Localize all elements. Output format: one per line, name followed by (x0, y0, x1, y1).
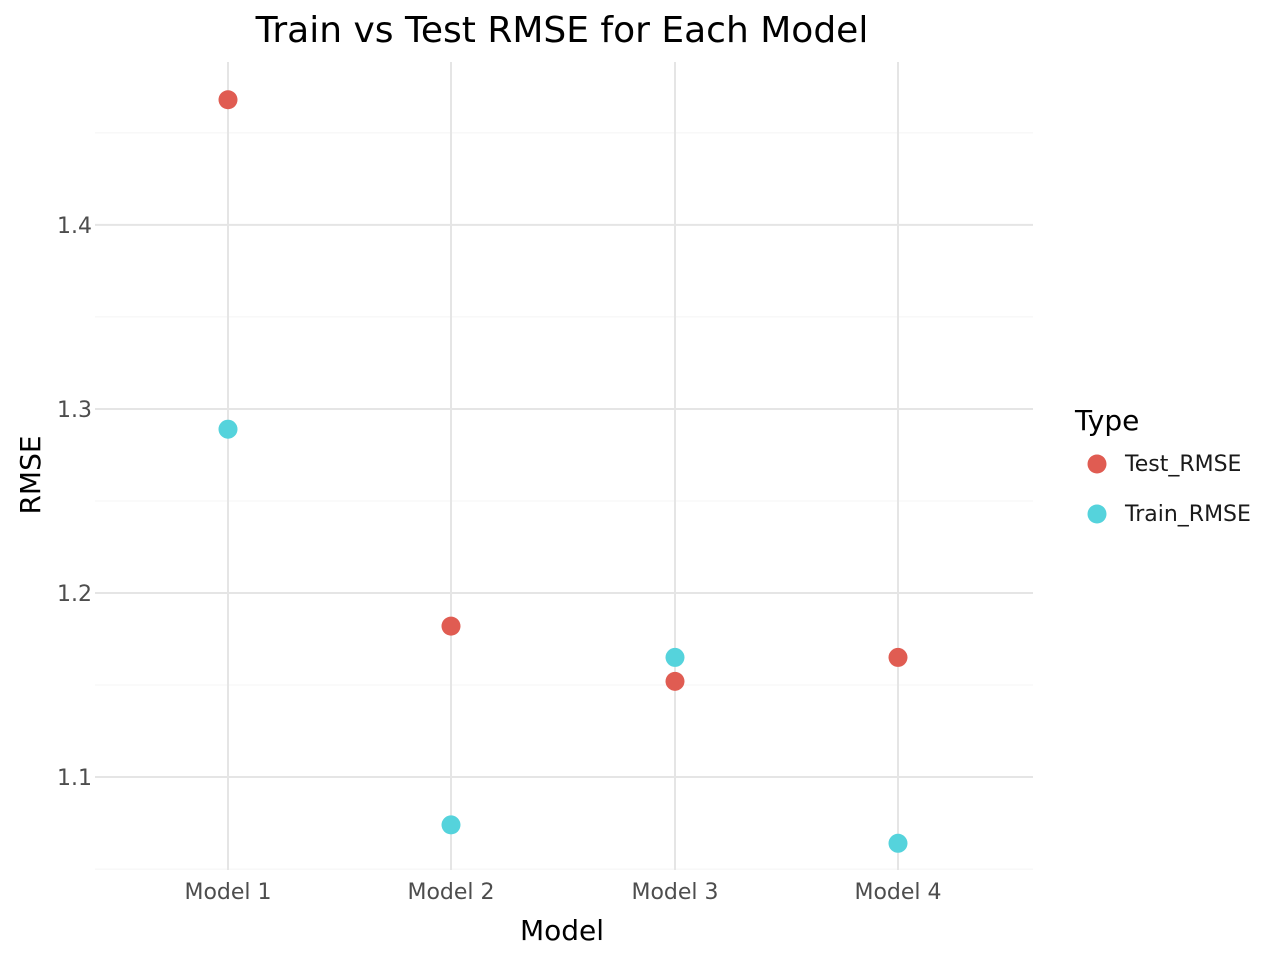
y-tick-label: 1.3 (57, 398, 92, 423)
data-point-test-rmse (218, 90, 238, 110)
x-tick-label: Model 3 (631, 880, 718, 905)
data-point-test-rmse (441, 616, 461, 636)
legend-items: Test_RMSE Train_RMSE (1087, 452, 1251, 527)
minor-gridlines (95, 132, 1033, 870)
legend-label: Test_RMSE (1124, 452, 1241, 477)
y-axis-ticks: 1.1 1.2 1.3 1.4 (57, 214, 92, 791)
legend-key-test-rmse (1087, 454, 1107, 474)
chart-title: Train vs Test RMSE for Each Model (255, 10, 869, 51)
data-points (218, 90, 908, 853)
legend-title: Type (1074, 404, 1139, 437)
legend: Type Test_RMSE Train_RMSE (1074, 404, 1251, 527)
x-axis-ticks: Model 1 Model 2 Model 3 Model 4 (184, 880, 941, 905)
data-point-train-rmse (665, 647, 685, 667)
major-gridlines (95, 62, 1033, 870)
legend-key-train-rmse (1087, 504, 1107, 524)
y-axis-title: RMSE (14, 435, 47, 514)
legend-label: Train_RMSE (1124, 502, 1251, 527)
x-axis-title: Model (520, 914, 604, 947)
data-point-test-rmse (888, 647, 908, 667)
y-tick-label: 1.1 (57, 766, 92, 791)
x-tick-label: Model 2 (407, 880, 494, 905)
data-point-train-rmse (441, 815, 461, 835)
data-point-train-rmse (218, 419, 238, 439)
x-tick-label: Model 4 (854, 880, 941, 905)
y-tick-label: 1.2 (57, 582, 92, 607)
data-point-train-rmse (888, 833, 908, 853)
y-tick-label: 1.4 (57, 214, 92, 239)
data-point-test-rmse (665, 671, 685, 691)
x-tick-label: Model 1 (184, 880, 271, 905)
